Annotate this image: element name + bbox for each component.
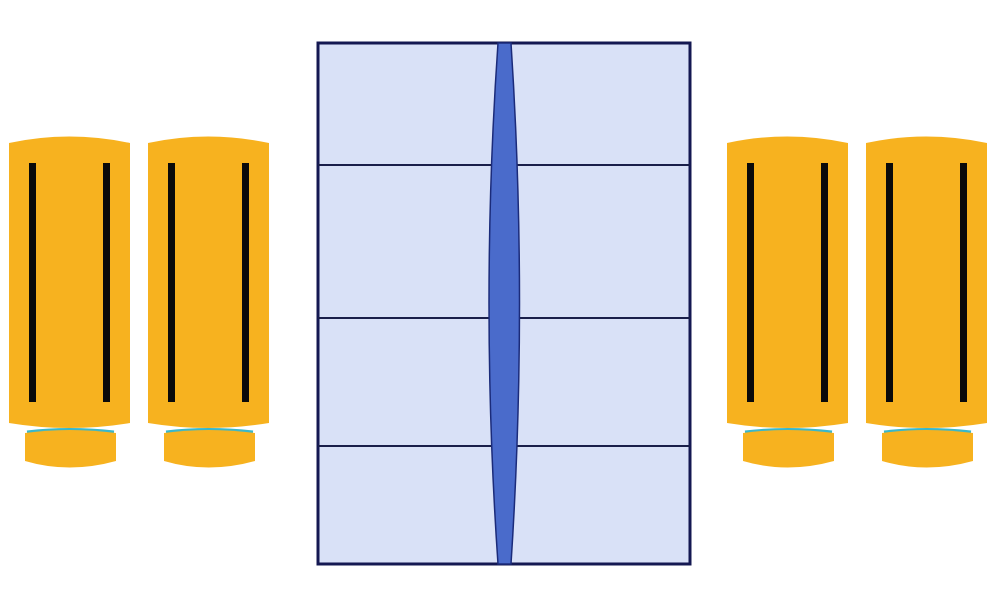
center-lens-divider [488,42,521,565]
right-unit-1 [727,136,848,468]
unit-body [9,136,130,428]
left-units-group [9,136,269,468]
unit-base [743,430,834,468]
left-slot [747,163,754,402]
base-seam [744,428,833,434]
base-seam [26,428,115,434]
unit-base [164,430,255,468]
right-slot [103,163,110,402]
left-slot [29,163,36,402]
left-slot [886,163,893,402]
base-seam [883,428,972,434]
right-slot [821,163,828,402]
unit-base [882,430,973,468]
left-unit-1 [9,136,130,468]
unit-body [148,136,269,428]
right-units-group [727,136,987,468]
left-unit-2 [148,136,269,468]
right-unit-2 [866,136,987,468]
left-slot [168,163,175,402]
base-seam [165,428,254,434]
unit-base [25,430,116,468]
right-slot [242,163,249,402]
center-panel [316,41,692,566]
unit-body [727,136,848,428]
unit-body [866,136,987,428]
right-slot [960,163,967,402]
